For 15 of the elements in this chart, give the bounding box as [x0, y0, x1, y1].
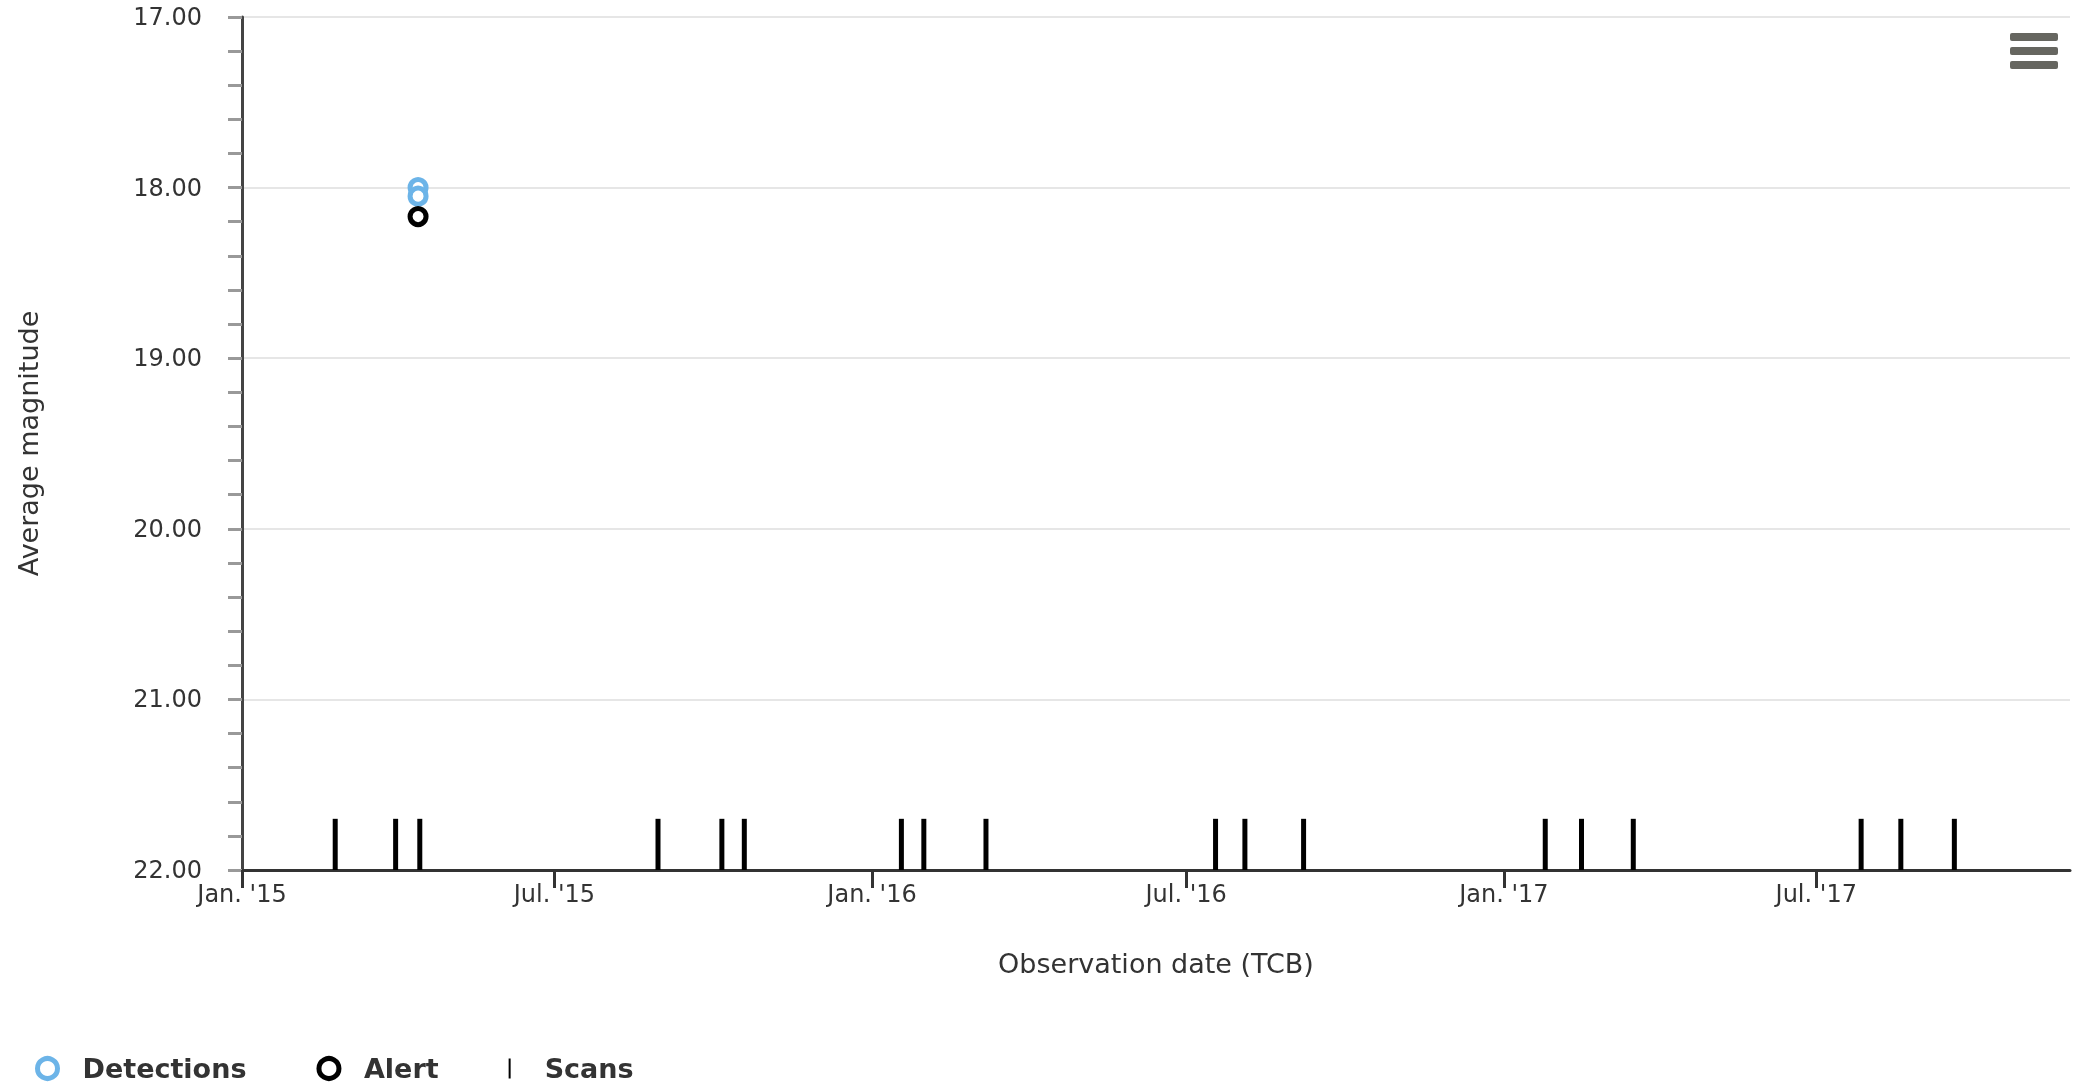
x-tick-label: Jan. '16: [825, 880, 917, 908]
legend-label: Scans: [544, 1053, 634, 1084]
legend-label: Detections: [82, 1053, 247, 1084]
x-tick-label: Jan. '17: [1457, 880, 1549, 908]
x-axis-title: Observation date (TCB): [998, 948, 1314, 979]
x-tick-label: Jul. '15: [511, 880, 596, 908]
y-tick-label: 18.00: [133, 173, 202, 202]
y-tick-label: 17.00: [133, 3, 202, 31]
y-tick-label: 21.00: [133, 685, 202, 714]
y-tick-label: 19.00: [133, 344, 202, 373]
y-axis-title: Average magnitude: [13, 310, 44, 577]
x-tick-label: Jul. '16: [1143, 880, 1227, 908]
x-tick-label: Jul. '17: [1773, 880, 1857, 908]
legend-label: Alert: [363, 1053, 439, 1084]
y-tick-label: 20.00: [133, 514, 202, 543]
